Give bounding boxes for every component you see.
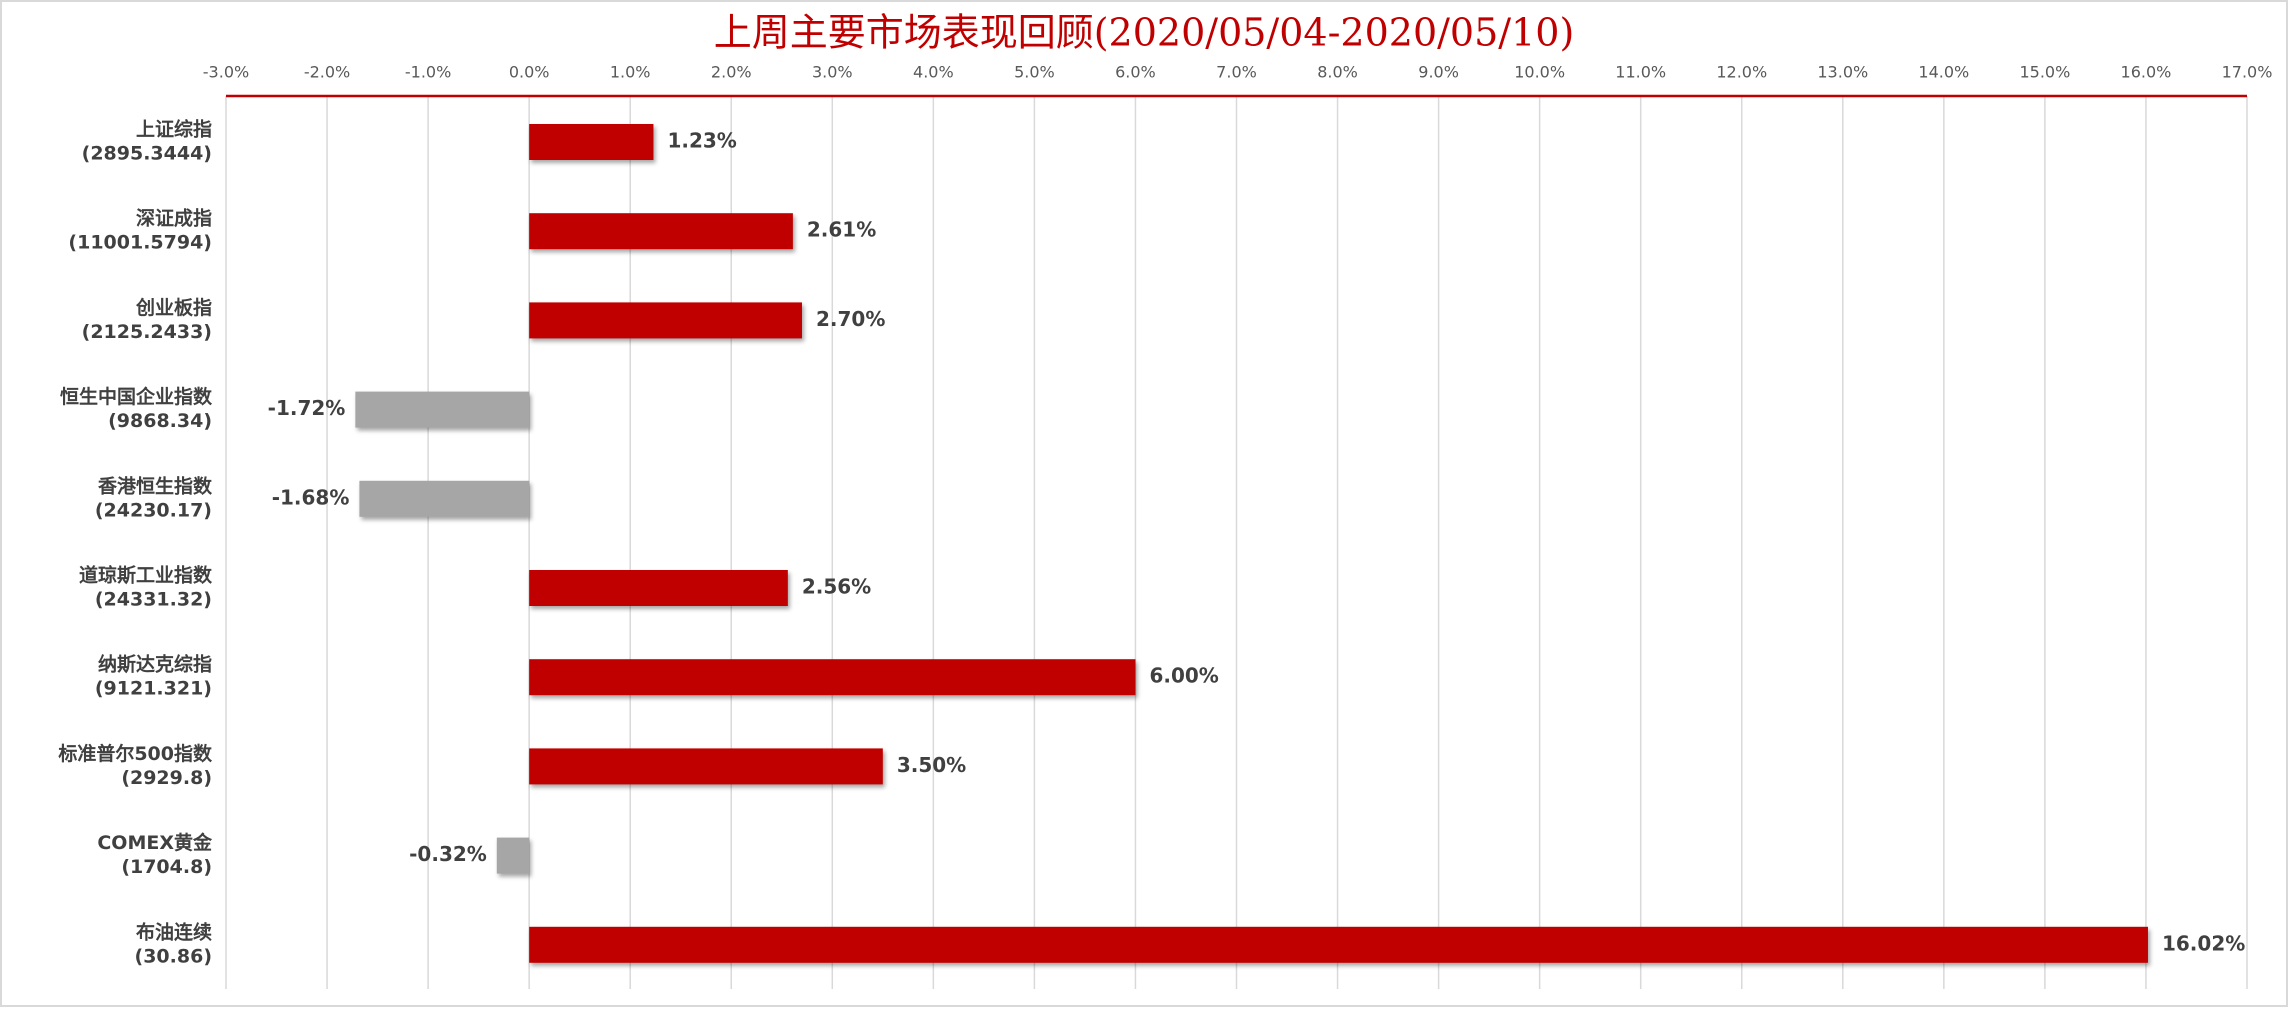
y-tick-label: 布油连续: [136, 920, 212, 943]
x-tick-label: 2.0%: [711, 63, 752, 82]
x-tick-label: 7.0%: [1216, 63, 1257, 82]
y-tick-label: (24230.17): [95, 499, 212, 521]
x-tick-label: 17.0%: [2222, 63, 2273, 82]
bar: [529, 302, 802, 339]
value-label: 3.50%: [897, 753, 966, 777]
x-tick-label: 15.0%: [2019, 63, 2070, 82]
bar: [355, 391, 530, 428]
x-tick-label: 0.0%: [509, 63, 550, 82]
y-tick-label: (11001.5794): [68, 232, 212, 254]
x-tick-label: 8.0%: [1317, 63, 1358, 82]
x-tick-label: -1.0%: [405, 63, 451, 82]
value-label: 1.23%: [667, 129, 736, 153]
y-tick-label: (1704.8): [121, 856, 212, 878]
y-tick-label: 香港恒生指数: [97, 474, 213, 497]
y-tick-label: COMEX黄金: [97, 831, 213, 854]
bar: [529, 748, 883, 785]
y-tick-label: 创业板指: [135, 296, 212, 319]
value-label: 16.02%: [2162, 931, 2245, 955]
y-tick-label: 道琼斯工业指数: [79, 564, 213, 587]
value-label: 6.00%: [1149, 664, 1218, 688]
x-tick-label: 16.0%: [2121, 63, 2172, 82]
value-label: -1.72%: [268, 396, 346, 420]
bar: [529, 926, 2148, 963]
y-tick-label: 纳斯达克综指: [98, 653, 212, 676]
bar: [529, 124, 654, 160]
y-tick-label: 上证综指: [136, 118, 212, 141]
bar: [529, 659, 1136, 696]
value-label: 2.61%: [807, 218, 876, 242]
y-tick-label: (9121.321): [95, 678, 212, 700]
x-tick-label: 10.0%: [1514, 63, 1565, 82]
x-tick-label: 12.0%: [1716, 63, 1767, 82]
y-tick-label: (24331.32): [95, 589, 212, 611]
bar: [529, 213, 793, 250]
value-label: -0.32%: [409, 842, 487, 866]
y-tick-label: 恒生中国企业指数: [60, 385, 213, 408]
x-tick-label: 1.0%: [610, 63, 651, 82]
y-tick-label: (2929.8): [121, 767, 212, 789]
x-tick-label: 5.0%: [1014, 63, 1055, 82]
x-tick-label: -3.0%: [203, 63, 249, 82]
y-tick-label: (2125.2433): [82, 321, 212, 343]
y-tick-label: (9868.34): [108, 410, 212, 432]
x-tick-label: 4.0%: [913, 63, 954, 82]
chart-title: 上周主要市场表现回顾(2020/05/04-2020/05/10): [714, 11, 1575, 55]
x-tick-label: 9.0%: [1418, 63, 1459, 82]
y-tick-label: 标准普尔500指数: [58, 742, 213, 765]
x-tick-label: 13.0%: [1817, 63, 1868, 82]
x-tick-label: -2.0%: [304, 63, 350, 82]
y-tick-label: (2895.3444): [82, 143, 212, 165]
value-label: 2.70%: [816, 307, 885, 331]
x-tick-label: 6.0%: [1115, 63, 1156, 82]
x-tick-label: 11.0%: [1615, 63, 1666, 82]
x-tick-label: 3.0%: [812, 63, 853, 82]
y-tick-label: (30.86): [135, 945, 212, 967]
bar: [529, 570, 788, 606]
bar: [359, 480, 530, 517]
x-tick-label: 14.0%: [1918, 63, 1969, 82]
y-tick-label: 深证成指: [136, 207, 212, 230]
bar: [496, 837, 530, 874]
value-label: -1.68%: [272, 485, 350, 509]
value-label: 2.56%: [802, 575, 871, 599]
